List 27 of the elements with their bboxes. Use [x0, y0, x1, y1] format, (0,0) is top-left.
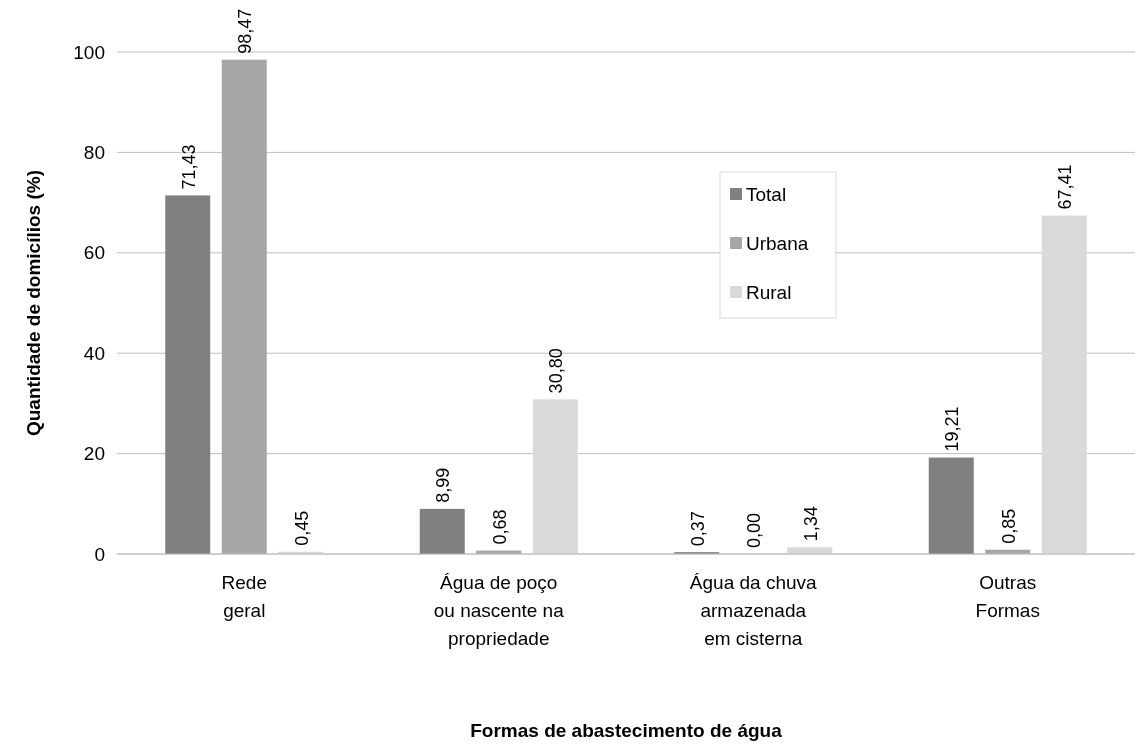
y-tick-label: 100 — [73, 41, 105, 63]
data-label: 0,00 — [744, 512, 765, 548]
data-label: 0,85 — [998, 508, 1019, 544]
x-axis-title: Formas de abastecimento de água — [470, 720, 783, 741]
data-label: 67,41 — [1055, 164, 1076, 210]
data-label: 8,99 — [433, 467, 454, 503]
legend-label: Urbana — [746, 232, 809, 254]
data-label: 98,47 — [235, 8, 256, 54]
y-axis-title: Quantidade de domicílios (%) — [23, 169, 44, 437]
y-tick-label: 80 — [83, 142, 105, 164]
y-tick-label: 40 — [83, 342, 105, 364]
x-tick-label: Água da chuva armazenada em cisterna — [689, 572, 818, 649]
y-tick-label: 0 — [94, 543, 105, 565]
data-label: 30,80 — [546, 348, 567, 394]
x-tick-label: Rede geral — [221, 572, 267, 621]
data-label: 0,68 — [489, 509, 510, 545]
data-label: 0,45 — [291, 510, 312, 546]
data-label: 1,34 — [800, 506, 821, 542]
data-label: 0,37 — [687, 511, 708, 547]
legend-label: Total — [746, 183, 787, 205]
data-label: 71,43 — [178, 144, 199, 190]
legend-label: Rural — [746, 281, 792, 303]
y-tick-label: 20 — [83, 443, 105, 465]
data-label: 19,21 — [942, 406, 963, 452]
x-tick-label: Outras Formas — [975, 572, 1040, 621]
y-tick-label: 60 — [83, 242, 105, 264]
x-tick-label: Água de poço ou nascente na propriedade — [433, 572, 565, 649]
